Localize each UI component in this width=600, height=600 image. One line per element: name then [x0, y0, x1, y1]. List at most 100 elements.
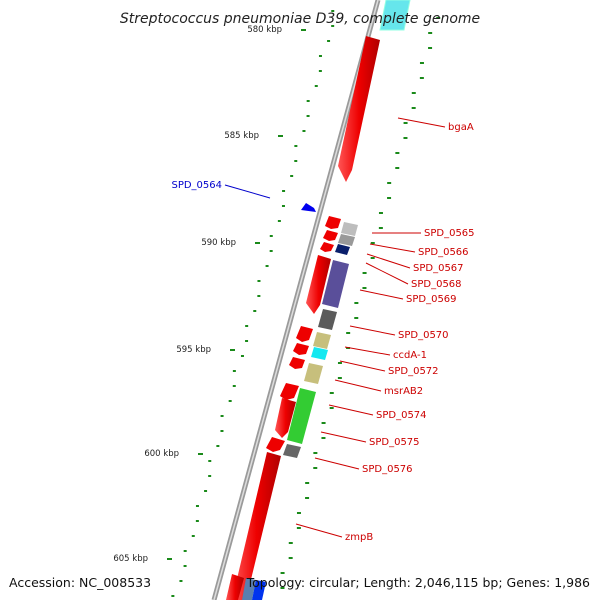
- gene-arrow-0569: [306, 255, 331, 314]
- tick-mark: [198, 453, 203, 455]
- map-title: Streptococcus pneumoniae D39, complete g…: [120, 11, 480, 27]
- gc-mark: [220, 415, 224, 417]
- gene-box-bottom-2: [252, 580, 266, 600]
- gc-mark: [257, 295, 261, 297]
- gc-mark: [195, 505, 199, 507]
- gc-mark: [436, 17, 441, 19]
- gc-mark: [204, 490, 208, 492]
- gc-mark: [183, 550, 187, 552]
- gc-mark: [294, 145, 298, 147]
- gc-mark: [253, 310, 257, 312]
- gene-label[interactable]: ccdA-1: [393, 350, 427, 361]
- gc-mark: [281, 205, 285, 207]
- gene-leader-line: [344, 346, 391, 356]
- gc-mark: [282, 190, 286, 192]
- gene-box-0567: [335, 244, 350, 255]
- gene-box-0576: [283, 444, 301, 458]
- gc-mark: [370, 257, 375, 259]
- gene-arrow-bgaA: [338, 36, 380, 182]
- gene-label[interactable]: SPD_0575: [369, 437, 420, 448]
- gene-label[interactable]: SPD_0564: [171, 180, 222, 191]
- gc-mark: [232, 370, 236, 372]
- gc-mark: [257, 280, 261, 282]
- tick-label: 585 kbp: [224, 131, 259, 141]
- tick-label: 600 kbp: [144, 449, 179, 459]
- gene-label[interactable]: SPD_0567: [413, 263, 464, 274]
- gc-mark: [306, 100, 310, 102]
- gene-box-ccdA: [313, 332, 331, 349]
- gc-mark: [296, 527, 301, 529]
- gene-box-0572: [311, 347, 328, 360]
- tick-mark: [301, 29, 306, 31]
- gc-mark: [318, 55, 322, 57]
- gc-mark: [280, 572, 285, 574]
- scale-ticks: 580 kbp 585 kbp 590 kbp 595 kbp 600 kbp 605 k…: [113, 25, 306, 564]
- gc-mark: [306, 115, 310, 117]
- gene-box-0566: [338, 234, 355, 246]
- gc-mark: [314, 85, 318, 87]
- gc-mark: [419, 62, 424, 64]
- gc-mark: [305, 482, 310, 484]
- gc-mark: [411, 92, 416, 94]
- gene-arrow-0570: [296, 326, 313, 342]
- gc-mark: [329, 407, 334, 409]
- gene-label[interactable]: SPD_0568: [411, 279, 462, 290]
- gc-mark: [346, 332, 351, 334]
- gc-mark: [370, 242, 375, 244]
- gc-mark: [183, 565, 187, 567]
- gene-label[interactable]: SPD_0565: [424, 228, 475, 239]
- gc-mark: [294, 160, 298, 162]
- gc-mark: [208, 460, 212, 462]
- gene-arrow-0565: [325, 216, 341, 229]
- gc-mark: [331, 25, 335, 27]
- gene-label[interactable]: SPD_0569: [406, 294, 457, 305]
- gc-mark: [362, 272, 367, 274]
- gene-labels: bgaA SPD_0564 SPD_0565 SPD_0566 SPD_0567 SPD_…: [171, 117, 475, 543]
- accession-text: Accession: NC_008533: [9, 575, 151, 590]
- gene-label[interactable]: msrAB2: [384, 386, 423, 397]
- gc-mark: [280, 587, 285, 589]
- gc-mark: [240, 355, 244, 357]
- gene-arrow-0566: [323, 230, 338, 241]
- gene-arrow-0572: [289, 357, 305, 369]
- genome-backbone: [211, 0, 381, 600]
- gene-label[interactable]: SPD_0576: [362, 464, 413, 475]
- gene-leader-line: [314, 457, 360, 470]
- gc-mark: [232, 385, 236, 387]
- gc-mark: [354, 317, 359, 319]
- gene-box-bottom-1: [242, 578, 256, 600]
- gc-mark: [216, 445, 220, 447]
- gc-mark: [387, 197, 392, 199]
- gc-mark: [428, 32, 433, 34]
- gc-mark: [191, 535, 195, 537]
- gc-mark: [327, 40, 331, 42]
- gc-mark: [208, 475, 212, 477]
- gc-mark: [269, 235, 273, 237]
- gene-label[interactable]: SPD_0574: [376, 410, 427, 421]
- gc-mark: [337, 377, 342, 379]
- gc-mark: [245, 340, 249, 342]
- gc-mark: [305, 497, 310, 499]
- gene-arrow-0564: [301, 203, 316, 212]
- gene-leader-line: [320, 431, 367, 443]
- gc-mark: [321, 437, 326, 439]
- gc-mark: [403, 137, 408, 139]
- gc-mark: [245, 325, 249, 327]
- gene-label[interactable]: zmpB: [345, 532, 373, 543]
- gene-label[interactable]: SPD_0570: [398, 330, 449, 341]
- gc-mark: [220, 430, 224, 432]
- gc-mark: [288, 557, 293, 559]
- gene-label[interactable]: SPD_0572: [388, 366, 439, 377]
- gc-mark: [277, 220, 281, 222]
- gc-mark: [195, 520, 199, 522]
- gene-label[interactable]: SPD_0566: [418, 247, 469, 258]
- tick-label: 595 kbp: [176, 345, 211, 355]
- gene-box-msrAB2: [304, 363, 323, 384]
- gc-mark: [321, 422, 326, 424]
- gene-label[interactable]: bgaA: [448, 122, 474, 133]
- gene-arrow-0575: [266, 437, 285, 452]
- gc-mark: [354, 302, 359, 304]
- gc-mark: [387, 182, 392, 184]
- gc-mark: [331, 10, 335, 12]
